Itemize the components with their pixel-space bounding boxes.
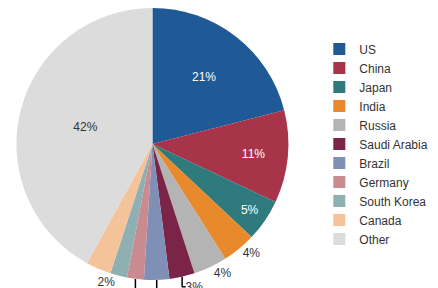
svg-text:21%: 21% bbox=[192, 70, 216, 84]
svg-text:4%: 4% bbox=[243, 246, 261, 260]
svg-text:2%: 2% bbox=[97, 275, 115, 288]
svg-text:Russia: Russia bbox=[359, 119, 396, 133]
svg-text:4%: 4% bbox=[214, 266, 232, 280]
svg-text:11%: 11% bbox=[242, 147, 265, 161]
svg-text:42%: 42% bbox=[73, 120, 97, 134]
svg-text:Germany: Germany bbox=[359, 176, 408, 190]
svg-text:South Korea: South Korea bbox=[359, 195, 426, 209]
svg-text:US: US bbox=[359, 43, 376, 57]
svg-text:India: India bbox=[359, 100, 385, 114]
svg-text:Brazil: Brazil bbox=[359, 157, 389, 171]
svg-text:Other: Other bbox=[359, 233, 389, 247]
svg-text:Saudi Arabia: Saudi Arabia bbox=[359, 138, 427, 152]
svg-text:3%: 3% bbox=[186, 280, 204, 288]
svg-text:Japan: Japan bbox=[359, 81, 392, 95]
svg-text:5%: 5% bbox=[241, 203, 259, 217]
svg-text:Canada: Canada bbox=[359, 214, 401, 228]
svg-text:China: China bbox=[359, 62, 391, 76]
